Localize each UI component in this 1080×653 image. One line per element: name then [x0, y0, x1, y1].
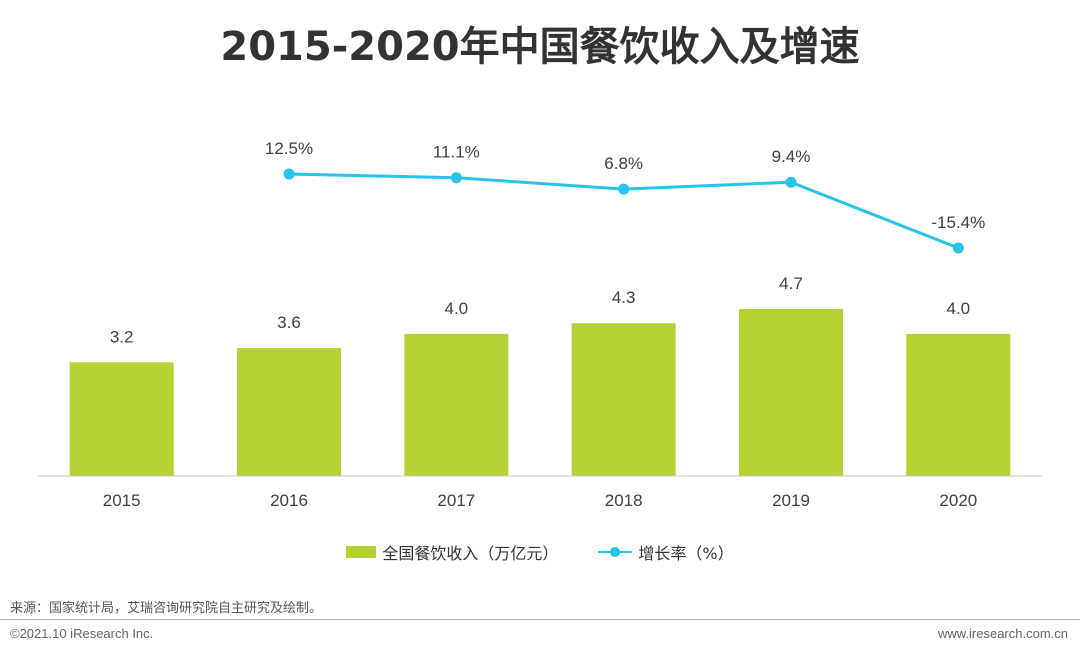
source-note: 来源：国家统计局，艾瑞咨询研究院自主研究及绘制。 — [10, 601, 323, 616]
chart-title: 2015-2020年中国餐饮收入及增速 — [220, 24, 860, 70]
x-tick-2016: 2016 — [270, 491, 308, 510]
growth-label-2016: 12.5% — [265, 139, 313, 158]
footer-divider — [0, 619, 1080, 620]
bar-value-label-2018: 4.3 — [612, 288, 636, 307]
growth-point-2017 — [450, 172, 462, 184]
bar-2015 — [69, 362, 174, 476]
bar-value-label-2015: 3.2 — [110, 327, 134, 346]
bar-value-label-2017: 4.0 — [445, 299, 469, 318]
x-tick-2019: 2019 — [772, 491, 810, 510]
bar-value-label-2020: 4.0 — [947, 299, 971, 318]
legend-line-swatch — [598, 546, 633, 558]
legend-bar-swatch — [346, 546, 377, 558]
legend-bar-label: 全国餐饮收入（万亿元） — [382, 544, 559, 563]
legend-item-line: 增长率（%） — [598, 540, 734, 564]
bar-2019 — [739, 309, 843, 476]
bar-2020 — [906, 333, 1011, 476]
x-tick-labels: 2015 2016 2017 2018 2019 2020 — [103, 491, 977, 510]
chart-canvas: 3.2 3.6 4.0 4.3 4.7 4.0 12.5% 11.1% 6.8% 9.4% -15… — [38, 139, 1042, 510]
x-tick-2018: 2018 — [605, 491, 643, 510]
growth-label-2020: -15.4% — [931, 213, 985, 232]
legend-line-label: 增长率（%） — [638, 544, 734, 563]
bar-2016 — [237, 348, 341, 476]
growth-label-2019: 9.4% — [772, 147, 811, 166]
growth-point-2020 — [952, 242, 964, 254]
growth-point-2019 — [785, 176, 797, 188]
legend-item-bar: 全国餐饮收入（万亿元） — [346, 540, 558, 564]
copyright-text: ©2021.10 iResearch Inc. — [10, 626, 154, 641]
growth-point-2018 — [618, 183, 630, 195]
bars-layer: 3.2 3.6 4.0 4.3 4.7 4.0 — [69, 274, 1011, 476]
chart-legend: 全国餐饮收入（万亿元） 增长率（%） — [0, 540, 1080, 564]
website-link[interactable]: www.iresearch.com.cn — [937, 626, 1068, 641]
x-tick-2015: 2015 — [103, 491, 141, 510]
bar-2018 — [571, 323, 676, 476]
line-layer: 12.5% 11.1% 6.8% 9.4% -15.4% — [265, 139, 985, 254]
growth-label-2017: 11.1% — [433, 143, 480, 162]
x-tick-2017: 2017 — [437, 491, 475, 510]
growth-label-2018: 6.8% — [604, 154, 643, 173]
bar-2017 — [404, 333, 509, 476]
x-tick-2020: 2020 — [939, 491, 977, 510]
bar-value-label-2019: 4.7 — [779, 274, 803, 293]
bar-value-label-2016: 3.6 — [277, 313, 301, 332]
growth-point-2016 — [283, 168, 295, 180]
